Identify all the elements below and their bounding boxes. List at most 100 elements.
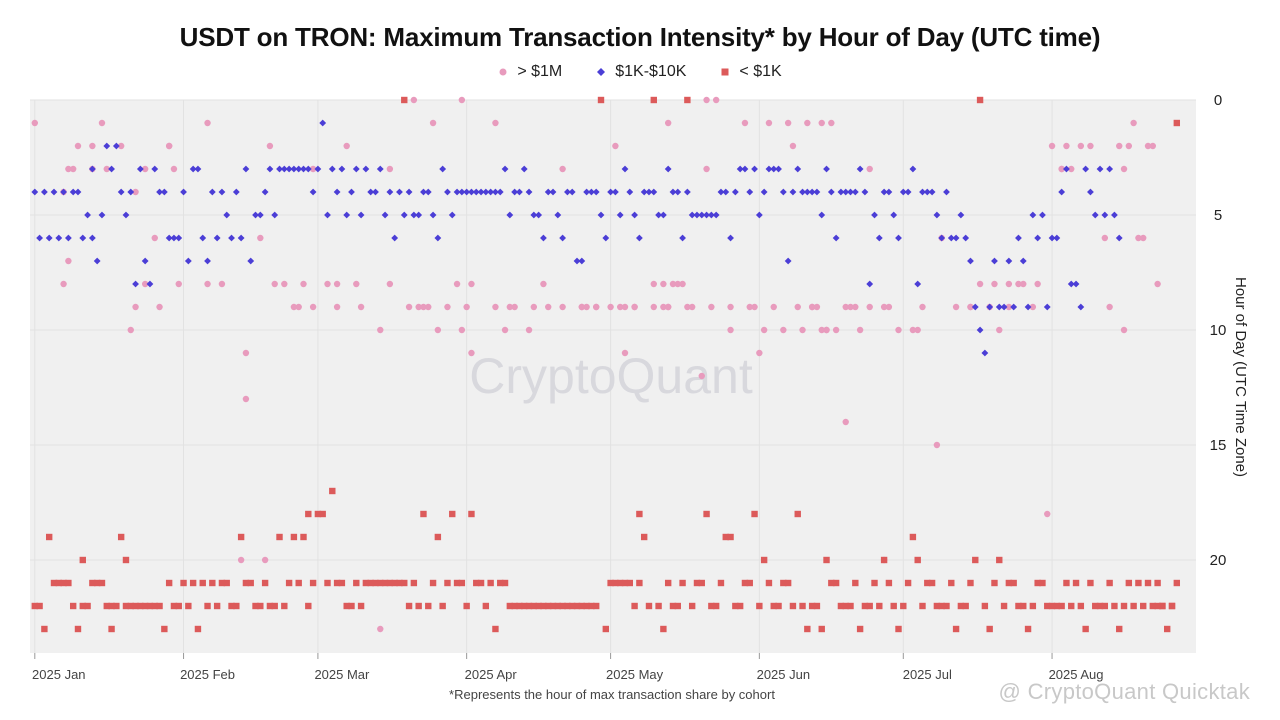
point-1k-10k bbox=[386, 188, 394, 196]
point-1k-10k bbox=[117, 188, 125, 196]
point-under-1k bbox=[1058, 602, 1065, 610]
point-1k-10k bbox=[741, 165, 749, 173]
point-1k-10k bbox=[823, 165, 830, 173]
point-1k-10k bbox=[899, 188, 907, 196]
legend-item-over-1m[interactable]: > $1M bbox=[498, 63, 562, 81]
point-over-1m bbox=[242, 349, 250, 357]
point-under-1k bbox=[727, 533, 734, 541]
point-under-1k bbox=[276, 533, 283, 541]
point-under-1k bbox=[525, 602, 533, 610]
point-1k-10k bbox=[525, 188, 533, 196]
point-over-1m bbox=[420, 303, 427, 311]
point-1k-10k bbox=[343, 211, 351, 219]
point-under-1k bbox=[1154, 579, 1161, 587]
point-over-1m bbox=[866, 165, 873, 173]
point-under-1k bbox=[1072, 579, 1080, 587]
point-under-1k bbox=[650, 96, 657, 104]
point-1k-10k bbox=[400, 211, 408, 219]
point-under-1k bbox=[482, 602, 490, 610]
point-1k-10k bbox=[856, 165, 864, 173]
point-under-1k bbox=[285, 579, 293, 587]
point-over-1m bbox=[141, 165, 149, 173]
y-tick-label: 10 bbox=[1210, 322, 1227, 339]
point-under-1k bbox=[732, 602, 739, 610]
point-under-1k bbox=[305, 510, 312, 518]
point-1k-10k bbox=[314, 165, 322, 173]
point-under-1k bbox=[890, 602, 897, 610]
point-over-1m bbox=[664, 303, 672, 311]
point-1k-10k bbox=[914, 280, 922, 288]
point-over-1m bbox=[842, 418, 849, 426]
point-1k-10k bbox=[372, 188, 379, 196]
point-under-1k bbox=[674, 602, 681, 610]
point-over-1m bbox=[69, 165, 77, 173]
point-1k-10k bbox=[564, 188, 571, 196]
point-1k-10k bbox=[1058, 188, 1066, 196]
point-1k-10k bbox=[160, 188, 168, 196]
point-under-1k bbox=[885, 579, 893, 587]
point-1k-10k bbox=[659, 211, 667, 219]
point-under-1k bbox=[900, 602, 907, 610]
point-under-1k bbox=[348, 602, 355, 610]
point-under-1k bbox=[1120, 602, 1128, 610]
point-1k-10k bbox=[496, 188, 504, 196]
point-under-1k bbox=[645, 602, 653, 610]
point-1k-10k bbox=[304, 165, 312, 173]
point-1k-10k bbox=[477, 188, 485, 196]
point-over-1m bbox=[818, 326, 825, 334]
point-under-1k bbox=[137, 602, 144, 610]
point-under-1k bbox=[847, 602, 854, 610]
point-1k-10k bbox=[1043, 303, 1051, 311]
point-over-1m bbox=[271, 280, 278, 288]
point-over-1m bbox=[760, 326, 768, 334]
point-under-1k bbox=[194, 625, 202, 633]
point-1k-10k bbox=[971, 303, 979, 311]
point-over-1m bbox=[127, 326, 134, 334]
point-under-1k bbox=[65, 579, 72, 587]
point-under-1k bbox=[338, 579, 346, 587]
point-1k-10k bbox=[727, 234, 734, 242]
point-under-1k bbox=[559, 602, 566, 610]
point-over-1m bbox=[727, 326, 734, 334]
point-1k-10k bbox=[554, 211, 562, 219]
point-under-1k bbox=[866, 602, 873, 610]
point-1k-10k bbox=[645, 188, 653, 196]
legend-item-under-1k[interactable]: < $1K bbox=[720, 63, 782, 81]
point-over-1m bbox=[804, 119, 811, 127]
point-under-1k bbox=[204, 602, 211, 610]
point-over-1m bbox=[852, 303, 859, 311]
point-1k-10k bbox=[261, 188, 269, 196]
point-over-1m bbox=[1116, 142, 1123, 150]
point-under-1k bbox=[367, 579, 374, 587]
point-under-1k bbox=[401, 579, 408, 587]
point-1k-10k bbox=[640, 188, 648, 196]
legend-item-1k-10k[interactable]: $1K-$10K bbox=[596, 63, 686, 81]
point-over-1m bbox=[631, 303, 638, 311]
point-under-1k bbox=[319, 510, 326, 518]
point-under-1k bbox=[261, 579, 269, 587]
point-over-1m bbox=[415, 303, 422, 311]
point-under-1k bbox=[271, 602, 278, 610]
point-under-1k bbox=[852, 579, 859, 587]
point-under-1k bbox=[664, 579, 672, 587]
point-1k-10k bbox=[813, 188, 821, 196]
point-under-1k bbox=[156, 602, 163, 610]
point-under-1k bbox=[329, 487, 336, 495]
point-under-1k bbox=[501, 579, 509, 587]
point-over-1m bbox=[1005, 280, 1013, 288]
point-under-1k bbox=[290, 533, 298, 541]
point-under-1k bbox=[895, 625, 902, 633]
point-1k-10k bbox=[866, 280, 874, 288]
point-under-1k bbox=[516, 602, 523, 610]
point-under-1k bbox=[813, 602, 821, 610]
point-under-1k bbox=[1020, 602, 1027, 610]
point-1k-10k bbox=[995, 303, 1003, 311]
point-1k-10k bbox=[923, 188, 931, 196]
point-under-1k bbox=[127, 602, 134, 610]
point-1k-10k bbox=[146, 280, 154, 288]
point-1k-10k bbox=[957, 211, 965, 219]
point-1k-10k bbox=[986, 303, 994, 311]
point-1k-10k bbox=[156, 188, 163, 196]
point-under-1k bbox=[314, 510, 322, 518]
point-under-1k bbox=[876, 602, 883, 610]
